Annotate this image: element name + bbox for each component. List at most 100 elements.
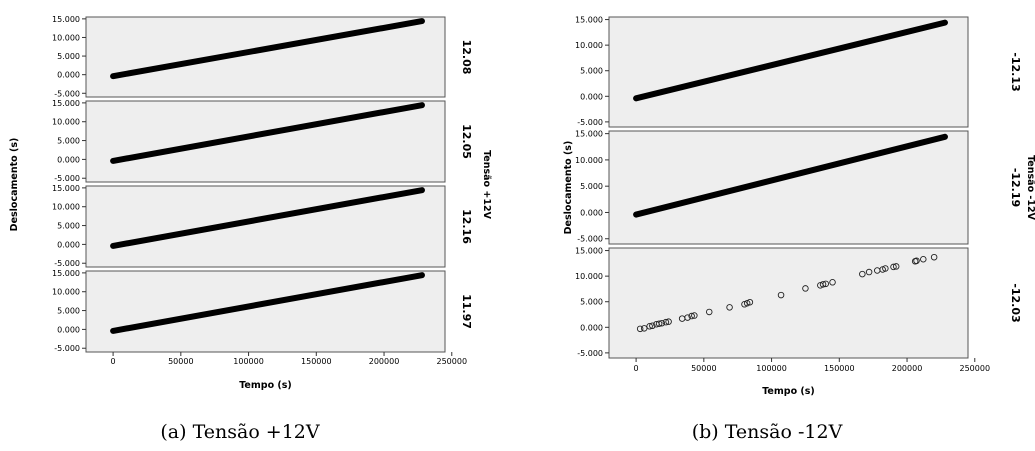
x-tick-label: 250000 bbox=[960, 364, 991, 373]
data-point bbox=[665, 318, 672, 325]
x-tick-label: 100000 bbox=[233, 357, 264, 366]
data-point bbox=[822, 280, 830, 288]
x-tick-label: 200000 bbox=[369, 357, 400, 366]
chart-b: -5.000 0.000 5.000 10.000 15.000 -12.13 -5.000… bbox=[563, 16, 1035, 443]
y-tick-label: 5.000 bbox=[57, 52, 80, 61]
panel: -5.000 0.000 5.000 10.000 15.000 -12.19 bbox=[575, 130, 1022, 245]
facet-label: Tensão -12V bbox=[1025, 155, 1035, 220]
y-tick-label: 10.000 bbox=[52, 33, 80, 42]
plot-area bbox=[608, 16, 969, 128]
y-tick-label: 10.000 bbox=[52, 203, 80, 212]
panel: -5.000 0.000 5.000 10.000 15.000 12.16 bbox=[52, 184, 473, 268]
y-tick-label: 10.000 bbox=[52, 118, 80, 127]
panel-label: 12.05 bbox=[460, 124, 473, 159]
y-tick-label: -5.000 bbox=[54, 259, 80, 268]
x-tick-label: 200000 bbox=[892, 364, 923, 373]
x-tick-label: 100000 bbox=[756, 364, 787, 373]
y-tick-label: -5.000 bbox=[54, 89, 80, 98]
y-tick-label: 10.000 bbox=[575, 272, 603, 281]
y-tick-label: 15.000 bbox=[575, 130, 603, 139]
data-point bbox=[829, 279, 836, 286]
y-tick-label: 10.000 bbox=[52, 288, 80, 297]
panel: -5.000 0.000 5.000 10.000 15.000 12.08 bbox=[52, 15, 473, 98]
data-point bbox=[662, 318, 670, 326]
figure-caption: (a) Tensão +12V bbox=[160, 421, 320, 443]
x-axis-label: Tempo (s) bbox=[762, 386, 815, 397]
y-tick-label: 0.000 bbox=[580, 208, 603, 217]
y-tick-label: 0.000 bbox=[580, 323, 603, 332]
x-tick-label: 0 bbox=[111, 357, 116, 366]
y-axis-label: Deslocamento (s) bbox=[9, 138, 20, 232]
data-point bbox=[746, 298, 754, 306]
panel-label: 11.97 bbox=[460, 294, 473, 329]
x-tick-label: 250000 bbox=[437, 357, 468, 366]
y-tick-label: 5.000 bbox=[580, 182, 603, 191]
data-points-dense bbox=[633, 19, 948, 102]
x-tick-label: 150000 bbox=[824, 364, 855, 373]
panel: -5.000 0.000 5.000 10.000 15.000 12.05 bbox=[52, 99, 473, 183]
data-point bbox=[705, 308, 713, 316]
y-tick-label: 5.000 bbox=[580, 298, 603, 307]
y-tick-label: 10.000 bbox=[575, 41, 603, 50]
data-point bbox=[882, 265, 889, 272]
y-tick-label: 10.000 bbox=[575, 156, 603, 165]
data-points-dense bbox=[110, 18, 425, 80]
data-point bbox=[777, 291, 785, 299]
y-tick-label: -5.000 bbox=[54, 174, 80, 183]
y-tick-label: 15.000 bbox=[52, 99, 80, 108]
data-point bbox=[684, 314, 691, 321]
data-point bbox=[649, 322, 656, 330]
data-point bbox=[859, 270, 866, 278]
y-tick-label: 5.000 bbox=[57, 307, 80, 316]
y-tick-label: 5.000 bbox=[580, 67, 603, 76]
y-tick-label: -5.000 bbox=[54, 344, 80, 353]
y-tick-label: 15.000 bbox=[52, 184, 80, 193]
panel: -5.000 0.000 5.000 10.000 15.000 -12.03 bbox=[575, 247, 1022, 359]
panel-label: 12.16 bbox=[460, 209, 473, 244]
data-point bbox=[691, 312, 698, 319]
y-tick-label: 15.000 bbox=[575, 247, 603, 256]
panel-label: 12.08 bbox=[460, 40, 473, 75]
data-point bbox=[655, 320, 663, 327]
data-point bbox=[658, 319, 666, 327]
data-point bbox=[865, 268, 873, 276]
y-tick-label: 0.000 bbox=[57, 71, 80, 80]
data-point bbox=[646, 323, 653, 330]
data-point bbox=[890, 263, 897, 271]
y-axis-label: Deslocamento (s) bbox=[563, 141, 574, 235]
panel-label: -12.13 bbox=[1009, 52, 1022, 91]
data-points-dense bbox=[633, 133, 948, 218]
data-point bbox=[726, 304, 733, 311]
y-tick-label: 0.000 bbox=[57, 240, 80, 249]
plot-area bbox=[608, 247, 969, 359]
plot-area bbox=[608, 130, 969, 245]
y-tick-label: -5.000 bbox=[577, 349, 603, 358]
y-tick-label: -5.000 bbox=[577, 235, 603, 244]
x-tick-label: 50000 bbox=[691, 364, 716, 373]
data-points-dense bbox=[110, 187, 425, 249]
data-point bbox=[930, 253, 938, 261]
facet-label: Tensão +12V bbox=[481, 150, 492, 220]
x-axis-label: Tempo (s) bbox=[239, 380, 292, 391]
y-tick-label: -5.000 bbox=[577, 118, 603, 127]
data-point bbox=[819, 281, 827, 288]
data-point bbox=[688, 312, 695, 320]
panel-label: -12.03 bbox=[1009, 283, 1022, 322]
y-tick-label: 0.000 bbox=[57, 325, 80, 334]
y-tick-label: 15.000 bbox=[52, 15, 80, 24]
data-point bbox=[640, 325, 648, 332]
figure-caption: (b) Tensão -12V bbox=[692, 421, 843, 443]
panel: -5.000 0.000 5.000 10.000 15.000 11.97 bbox=[52, 269, 473, 353]
data-point bbox=[913, 257, 920, 265]
y-tick-label: 0.000 bbox=[580, 92, 603, 101]
y-tick-label: 15.000 bbox=[575, 16, 603, 25]
data-point bbox=[892, 263, 900, 270]
data-points-dense bbox=[110, 102, 425, 164]
data-point bbox=[802, 285, 809, 292]
data-point bbox=[920, 256, 927, 263]
y-tick-label: 5.000 bbox=[57, 137, 80, 146]
data-point bbox=[636, 325, 644, 333]
panel-label: -12.19 bbox=[1009, 168, 1022, 207]
x-tick-label: 50000 bbox=[168, 357, 193, 366]
